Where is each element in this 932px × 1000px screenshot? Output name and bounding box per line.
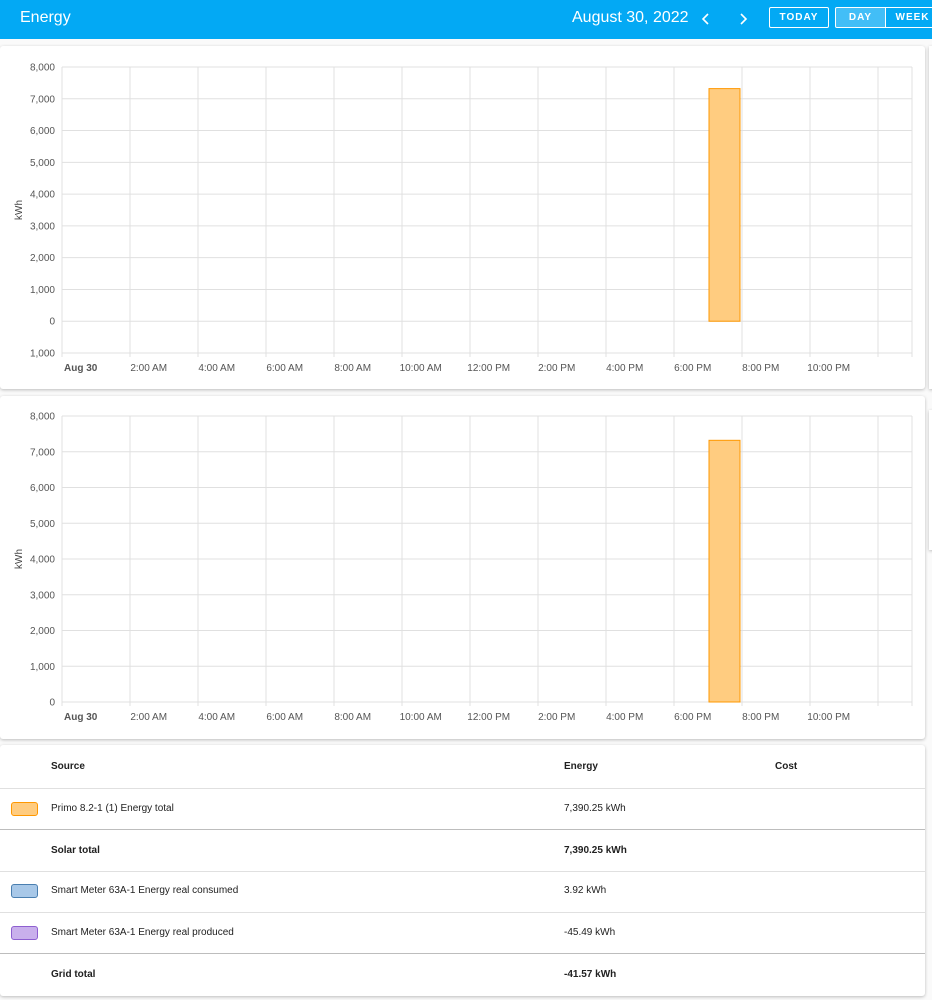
previous-period-button[interactable] (694, 7, 718, 31)
source-name: Grid total (51, 969, 96, 980)
y-tick-label: 3,000 (30, 590, 55, 601)
x-tick-label: 12:00 PM (467, 712, 510, 723)
y-tick-label: 2,000 (30, 253, 55, 264)
next-period-button[interactable] (731, 7, 755, 31)
x-tick-label: 4:00 PM (606, 712, 643, 723)
side-card-edge (929, 410, 932, 550)
source-name: Solar total (51, 845, 100, 856)
period-toggle: DAY WEEK (835, 7, 932, 28)
y-tick-label: 1,000 (30, 349, 55, 360)
y-tick-label: 3,000 (30, 221, 55, 232)
solar-production-chart-card: 8,000 7,000 6,000 5,000 4,000 3,000 2,000 1,000… (0, 396, 925, 739)
series-color-swatch (11, 926, 38, 940)
x-tick-label: Aug 30 (64, 712, 98, 723)
energy-column-header: Energy (564, 761, 598, 772)
divider (0, 829, 925, 830)
x-tick-label: 10:00 PM (807, 363, 850, 374)
chevron-right-icon (740, 13, 748, 25)
top-app-bar: Energy August 30, 2022 TODAY DAY WEEK (0, 0, 932, 39)
x-tick-label: 2:00 PM (538, 363, 575, 374)
cost-column-header: Cost (775, 761, 798, 772)
x-tick-label: 8:00 PM (742, 363, 779, 374)
x-tick-label: 2:00 PM (538, 712, 575, 723)
divider (0, 953, 925, 954)
y-tick-label: 0 (49, 317, 55, 328)
series-color-swatch (11, 802, 38, 816)
y-tick-label: 4,000 (30, 190, 55, 201)
source-column-header: Source (51, 761, 85, 772)
energy-value: 3.92 kWh (564, 885, 607, 896)
x-tick-label: 6:00 AM (266, 712, 303, 723)
y-tick-label: 5,000 (30, 519, 55, 530)
divider (0, 871, 925, 872)
x-tick-label: 8:00 PM (742, 712, 779, 723)
y-axis-title: kWh (14, 200, 25, 220)
x-tick-label: 4:00 AM (198, 712, 235, 723)
today-button[interactable]: TODAY (769, 7, 829, 28)
x-tick-label: 8:00 AM (334, 363, 371, 374)
source-name: Smart Meter 63A-1 Energy real consumed (51, 885, 239, 896)
week-button[interactable]: WEEK (895, 12, 930, 23)
x-tick-label: 10:00 AM (400, 712, 442, 723)
energy-value: -41.57 kWh (564, 969, 617, 980)
x-tick-label: 10:00 PM (807, 712, 850, 723)
y-tick-label: 5,000 (30, 158, 55, 169)
y-tick-label: 6,000 (30, 126, 55, 137)
energy-value: -45.49 kWh (564, 927, 616, 938)
x-tick-label: 2:00 AM (130, 712, 167, 723)
source-name: Smart Meter 63A-1 Energy real produced (51, 927, 234, 938)
y-tick-label: 1,000 (30, 662, 55, 673)
y-tick-label: 1,000 (30, 285, 55, 296)
x-tick-label: 4:00 PM (606, 363, 643, 374)
x-tick-label: Aug 30 (64, 363, 98, 374)
x-tick-label: 8:00 AM (334, 712, 371, 723)
divider (0, 912, 925, 913)
bar[interactable] (708, 88, 741, 322)
y-tick-label: 7,000 (30, 94, 55, 105)
x-tick-label: 6:00 PM (674, 712, 711, 723)
x-tick-label: 6:00 AM (266, 363, 303, 374)
bar[interactable] (708, 439, 741, 703)
series-color-swatch (11, 884, 38, 898)
chevron-left-icon (701, 13, 709, 25)
x-tick-label: 2:00 AM (130, 363, 167, 374)
divider (0, 788, 925, 789)
energy-value: 7,390.25 kWh (564, 845, 627, 856)
y-tick-label: 0 (49, 698, 55, 709)
x-tick-label: 6:00 PM (674, 363, 711, 374)
x-tick-label: 12:00 PM (467, 363, 510, 374)
y-tick-label: 8,000 (30, 412, 55, 423)
x-tick-label: 4:00 AM (198, 363, 235, 374)
y-tick-label: 2,000 (30, 626, 55, 637)
current-date: August 30, 2022 (572, 9, 689, 26)
y-axis-title: kWh (14, 549, 25, 569)
y-tick-label: 8,000 (30, 63, 55, 74)
y-tick-label: 6,000 (30, 483, 55, 494)
x-tick-label: 10:00 AM (400, 363, 442, 374)
energy-usage-chart-card: 8,000 7,000 6,000 5,000 4,000 3,000 2,000 1,000… (0, 46, 925, 389)
side-card-edge (929, 46, 932, 389)
y-tick-label: 4,000 (30, 555, 55, 566)
day-button[interactable]: DAY (836, 8, 887, 27)
y-tick-label: 7,000 (30, 447, 55, 458)
page-title: Energy (20, 9, 71, 26)
energy-value: 7,390.25 kWh (564, 803, 626, 814)
energy-usage-chart: 8,000 7,000 6,000 5,000 4,000 3,000 2,000 1,000… (14, 63, 913, 374)
source-name: Primo 8.2-1 (1) Energy total (51, 803, 174, 814)
solar-production-chart: 8,000 7,000 6,000 5,000 4,000 3,000 2,000 1,000… (14, 412, 913, 723)
energy-sources-table: Source Energy Cost Primo 8.2-1 (1) Energ… (0, 745, 925, 996)
